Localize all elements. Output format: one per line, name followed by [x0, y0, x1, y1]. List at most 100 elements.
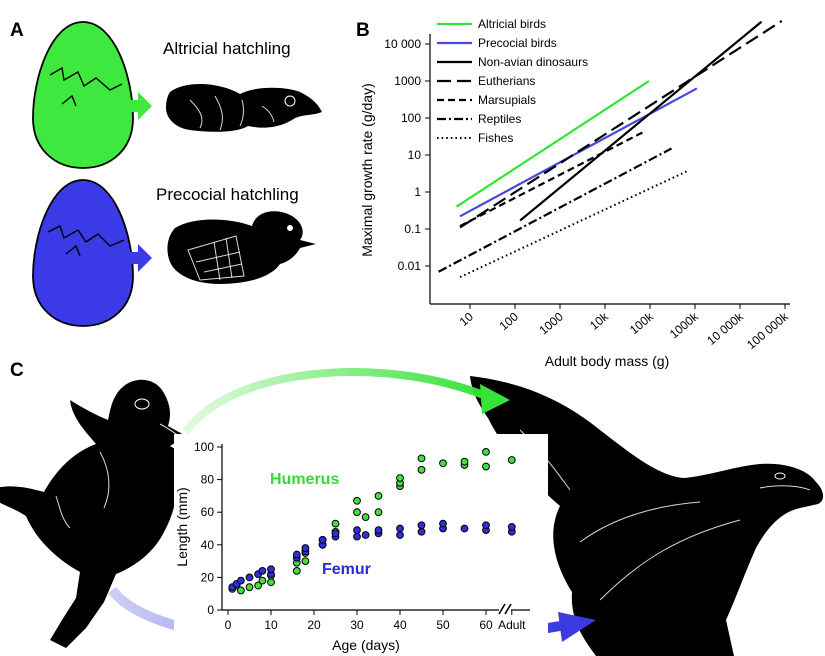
c-x-tick-label: 0 [225, 618, 232, 632]
c-y-tick-label: 20 [201, 570, 215, 584]
femur-point [237, 576, 245, 585]
humerus-point [361, 513, 370, 521]
panel-a-label: A [10, 20, 24, 41]
b-legend-entry: Non-avian dinosaurs [478, 55, 588, 69]
humerus-point [237, 586, 245, 595]
green-curved-arrow [182, 368, 488, 435]
humerus-point [258, 576, 267, 585]
altricial-title: Altricial hatchling [163, 39, 291, 58]
b-series-line-4 [459, 129, 647, 228]
humerus-point [374, 508, 383, 517]
altricial-arrow [116, 92, 152, 120]
altricial-hatchling-silhouette [166, 83, 322, 132]
humerus-label: Humerus [270, 471, 339, 488]
b-x-tick-label: 100 [497, 309, 522, 333]
femur-point [482, 521, 490, 530]
c-y-tick-label: 40 [201, 538, 215, 552]
femur-point [460, 524, 469, 533]
precocial-title: Precocial hatchling [156, 185, 299, 204]
b-series-line-6 [459, 170, 688, 279]
b-series-line-5 [438, 147, 672, 273]
b-y-tick-label: 1 [414, 185, 421, 199]
panel-c: C 0 10 20 30 [0, 360, 824, 656]
femur-point [417, 521, 426, 530]
femur-point [396, 531, 404, 539]
femur-point [318, 536, 327, 544]
b-x-tick-label: 10k [587, 309, 612, 333]
b-x-tick-label: 10 000k [704, 309, 746, 348]
b-y-tick-label: 100 [401, 111, 421, 125]
growth-rate-axes [429, 34, 790, 305]
humerus-point [301, 557, 310, 565]
b-y-tick-label: 10 [408, 148, 422, 162]
femur-point [258, 566, 267, 575]
c-x-tick-label: 40 [393, 618, 407, 632]
b-legend-entry: Altricial birds [478, 17, 546, 31]
humerus-point [353, 508, 361, 517]
green-arrowhead [480, 384, 510, 414]
humerus-point [417, 454, 426, 463]
humerus-point [254, 581, 263, 590]
b-x-tick-label: 1000k [667, 309, 702, 341]
c-x-tick-label: 30 [350, 618, 364, 632]
c-x-ticks: 0 10 20 30 40 50 60 Adult [225, 610, 526, 632]
humerus-point [396, 474, 404, 482]
femur-point [439, 519, 447, 528]
femur-label: Femur [322, 561, 371, 578]
femur-point [417, 527, 426, 536]
b-series-line-2 [519, 20, 763, 222]
femur-point [267, 565, 275, 574]
b-series-line-3 [459, 20, 783, 229]
precocial-arrow [116, 244, 152, 272]
egg-crack [47, 225, 125, 247]
egg-crack [65, 244, 81, 257]
altricial-egg-shell [32, 21, 134, 169]
femur-point [396, 524, 404, 533]
panel-a: A Altricial hatchling Precocial hatchl [10, 20, 322, 327]
c-y-ticks: 0 20 40 60 80 100 [194, 440, 222, 617]
humerus-point [482, 447, 490, 456]
altricial-egg [32, 21, 134, 169]
humerus-point [374, 492, 383, 500]
egg-crack [49, 66, 123, 91]
femur-point [507, 522, 516, 531]
humerus-point [482, 462, 490, 471]
femur-point [353, 532, 361, 541]
femur-point [361, 531, 370, 539]
precocial-egg-shell [32, 179, 134, 327]
panel-c-label: C [10, 360, 24, 381]
precocial-egg [32, 179, 134, 327]
humerus-point [417, 465, 426, 474]
femur-point [245, 573, 254, 582]
c-x-tick-label: 50 [436, 618, 450, 632]
scatter-background [174, 434, 548, 654]
b-legend-entry: Precocial birds [478, 36, 557, 50]
c-data-points [228, 447, 516, 595]
growth-rate-lines [438, 20, 783, 279]
b-legend-entry: Fishes [478, 131, 513, 145]
humerus-point [331, 519, 340, 528]
panel-b-label: B [356, 20, 370, 41]
b-legend-entry: Reptiles [478, 112, 521, 126]
blue-arrowhead [558, 612, 596, 642]
b-y-tick-label: 0.01 [398, 259, 422, 273]
femur-point [353, 526, 361, 535]
humerus-point [460, 457, 469, 466]
c-x-tick-label: 20 [307, 618, 321, 632]
b-x-tick-label: 1000 [536, 309, 566, 337]
b-legend-entry: Eutherians [478, 74, 535, 88]
b-y-tick-label: 0.1 [404, 222, 421, 236]
c-y-tick-label: 60 [201, 505, 215, 519]
b-x-axis-label: Adult body mass (g) [545, 353, 670, 369]
femur-point [374, 526, 383, 535]
c-axis-break [498, 603, 512, 616]
humerus-point [353, 496, 361, 505]
humerus-point [267, 578, 275, 587]
c-x-tick-label: 60 [479, 618, 493, 632]
precocial-chick-silhouette [167, 211, 316, 284]
humerus-point [245, 583, 254, 592]
